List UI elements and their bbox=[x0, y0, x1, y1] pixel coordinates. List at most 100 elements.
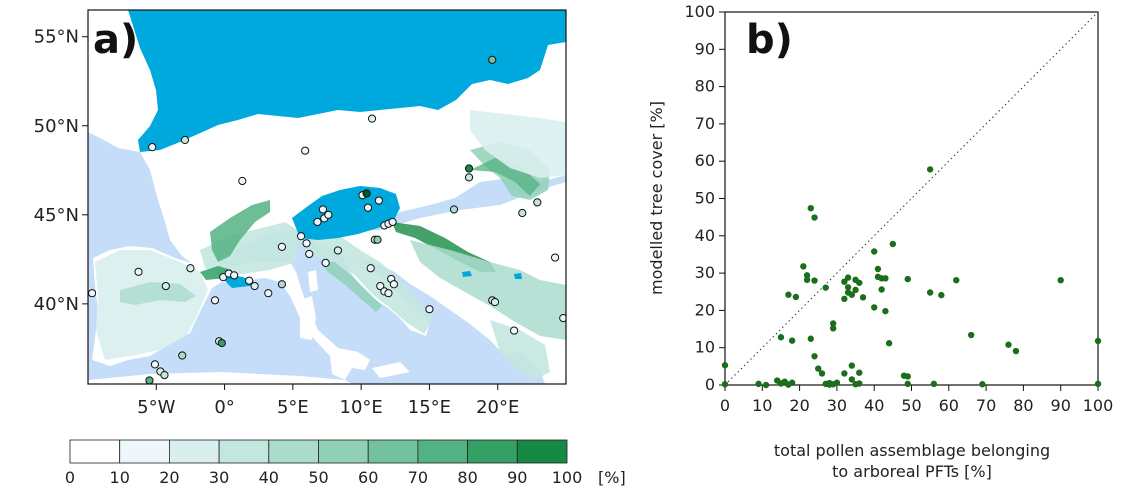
cover-france bbox=[200, 222, 300, 276]
scatter-point bbox=[930, 380, 938, 388]
cover-carpathian-ridge bbox=[470, 158, 540, 196]
pollen-site-marker bbox=[186, 264, 195, 273]
pollen-site-marker bbox=[296, 232, 306, 241]
scatter-point bbox=[841, 278, 848, 285]
colorbar-tick-label: 30 bbox=[209, 468, 229, 487]
scatter-point bbox=[874, 265, 882, 273]
scatter-point bbox=[811, 277, 818, 284]
scatter-point bbox=[844, 284, 852, 291]
land-africa bbox=[88, 372, 352, 384]
pollen-site-marker bbox=[145, 376, 154, 384]
y-tick-label: 60 bbox=[695, 151, 715, 170]
scatter-point bbox=[871, 248, 878, 255]
cover-iberia-mid bbox=[120, 282, 196, 305]
colorbar-segment bbox=[318, 439, 369, 464]
tree-cover-field bbox=[95, 110, 566, 380]
scatter-point bbox=[1094, 337, 1102, 345]
lon-tick-label: 15°E bbox=[408, 397, 451, 418]
scatter-xlabel-line2: to arboreal PFTs [%] bbox=[832, 462, 992, 481]
y-tick-label: 0 bbox=[705, 375, 715, 394]
y-tick-label: 10 bbox=[695, 338, 715, 357]
pollen-site-marker bbox=[150, 360, 160, 369]
ice-sheet-carpathian bbox=[514, 273, 522, 279]
map-sites bbox=[88, 55, 566, 384]
y-tick-label: 70 bbox=[695, 114, 715, 133]
pollen-site-marker bbox=[180, 135, 190, 145]
scatter-point bbox=[904, 275, 911, 283]
colorbar-unit: [%] bbox=[598, 468, 626, 487]
scatter-point bbox=[889, 240, 897, 248]
colorbar-segment bbox=[69, 439, 121, 464]
scatter-point bbox=[803, 272, 811, 279]
x-tick-label: 90 bbox=[1051, 396, 1071, 415]
y-tick-label: 30 bbox=[695, 263, 715, 282]
x-tick-label: 20 bbox=[789, 396, 809, 415]
lon-tick-label: 5°W bbox=[137, 397, 175, 418]
scatter-point bbox=[755, 380, 762, 388]
scatter-point bbox=[882, 307, 889, 315]
pollen-site-marker bbox=[366, 264, 375, 273]
lat-tick-label: 45°N bbox=[34, 205, 79, 226]
pollen-site-marker bbox=[333, 246, 343, 255]
scatter-point bbox=[1057, 276, 1064, 284]
pollen-site-marker bbox=[217, 338, 226, 348]
scatter-point bbox=[859, 294, 867, 301]
lon-tick-label: 5°E bbox=[277, 397, 309, 418]
ice-sheet-balkan bbox=[462, 271, 472, 277]
pollen-site-marker bbox=[148, 143, 157, 152]
pollen-site-marker bbox=[321, 258, 330, 267]
cover-greece bbox=[490, 320, 550, 380]
scatter-point bbox=[785, 291, 792, 298]
land-sardinia bbox=[300, 296, 316, 340]
ice-sheet-fennoscandian bbox=[128, 10, 566, 152]
pollen-site-marker bbox=[230, 271, 239, 280]
colorbar-tick-label: 90 bbox=[507, 468, 527, 487]
pollen-site-marker bbox=[277, 242, 287, 251]
scatter-point bbox=[822, 284, 829, 291]
scatter-point bbox=[788, 337, 796, 344]
x-tick-label: 60 bbox=[939, 396, 959, 415]
scatter-ylabel: modelled tree cover [%] bbox=[647, 101, 666, 295]
pollen-site-marker bbox=[533, 198, 542, 207]
colorbar-tick-label: 20 bbox=[159, 468, 179, 487]
scatter-point bbox=[721, 362, 729, 369]
pollen-site-marker bbox=[301, 146, 310, 155]
colorbar-tick-label: 60 bbox=[358, 468, 378, 487]
colorbar-tick-label: 40 bbox=[259, 468, 279, 487]
pollen-site-marker bbox=[305, 249, 314, 259]
pollen-site-marker bbox=[510, 326, 519, 335]
x-tick-label: 40 bbox=[864, 396, 884, 415]
pollen-site-marker bbox=[376, 281, 385, 291]
scatter-point bbox=[1094, 380, 1102, 388]
scatter-point bbox=[807, 204, 814, 212]
pollen-site-marker bbox=[464, 164, 474, 173]
scatter-point bbox=[878, 286, 885, 293]
colorbar: 0 10 20 30 40 50 60 70 80 90 100 bbox=[65, 439, 582, 487]
scatter-point bbox=[848, 376, 856, 383]
pollen-site-marker bbox=[277, 280, 287, 289]
pollen-site-marker bbox=[559, 314, 566, 323]
scatter-point bbox=[967, 331, 975, 339]
cover-italy bbox=[300, 236, 432, 334]
scatter-point bbox=[904, 373, 911, 380]
x-tick-label: 100 bbox=[1083, 396, 1114, 415]
scatter-point bbox=[953, 276, 960, 284]
colorbar-segment bbox=[268, 439, 319, 464]
pollen-site-marker bbox=[264, 289, 273, 298]
y-tick-label: 100 bbox=[684, 2, 715, 21]
y-tick-label: 20 bbox=[695, 300, 715, 319]
pollen-site-marker bbox=[210, 296, 220, 305]
colorbar-segment bbox=[168, 439, 220, 464]
scatter-point bbox=[848, 362, 856, 369]
pollen-site-marker bbox=[425, 305, 434, 314]
pollen-site-marker bbox=[490, 297, 500, 307]
colorbar-tick-label: 0 bbox=[65, 468, 75, 487]
pollen-site-marker bbox=[238, 176, 247, 186]
scatter-point bbox=[979, 381, 986, 388]
scatter-point bbox=[777, 334, 785, 341]
pollen-site-marker bbox=[178, 351, 187, 360]
colorbar-segment bbox=[367, 439, 419, 464]
pollen-site-marker bbox=[362, 189, 371, 198]
scatter-xlabel-line1: total pollen assemblage belonging bbox=[774, 441, 1050, 460]
